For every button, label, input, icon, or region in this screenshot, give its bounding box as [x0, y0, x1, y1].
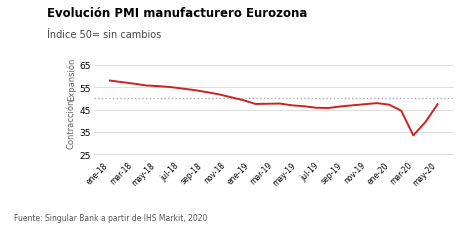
Text: Evolución PMI manufacturero Eurozona: Evolución PMI manufacturero Eurozona	[47, 7, 307, 20]
Text: Expansión: Expansión	[66, 57, 76, 101]
Text: Contracción: Contracción	[66, 98, 76, 148]
Text: Índice 50= sin cambios: Índice 50= sin cambios	[47, 30, 161, 39]
Text: Fuente: Singular Bank a partir de IHS Markit, 2020: Fuente: Singular Bank a partir de IHS Ma…	[14, 214, 207, 222]
